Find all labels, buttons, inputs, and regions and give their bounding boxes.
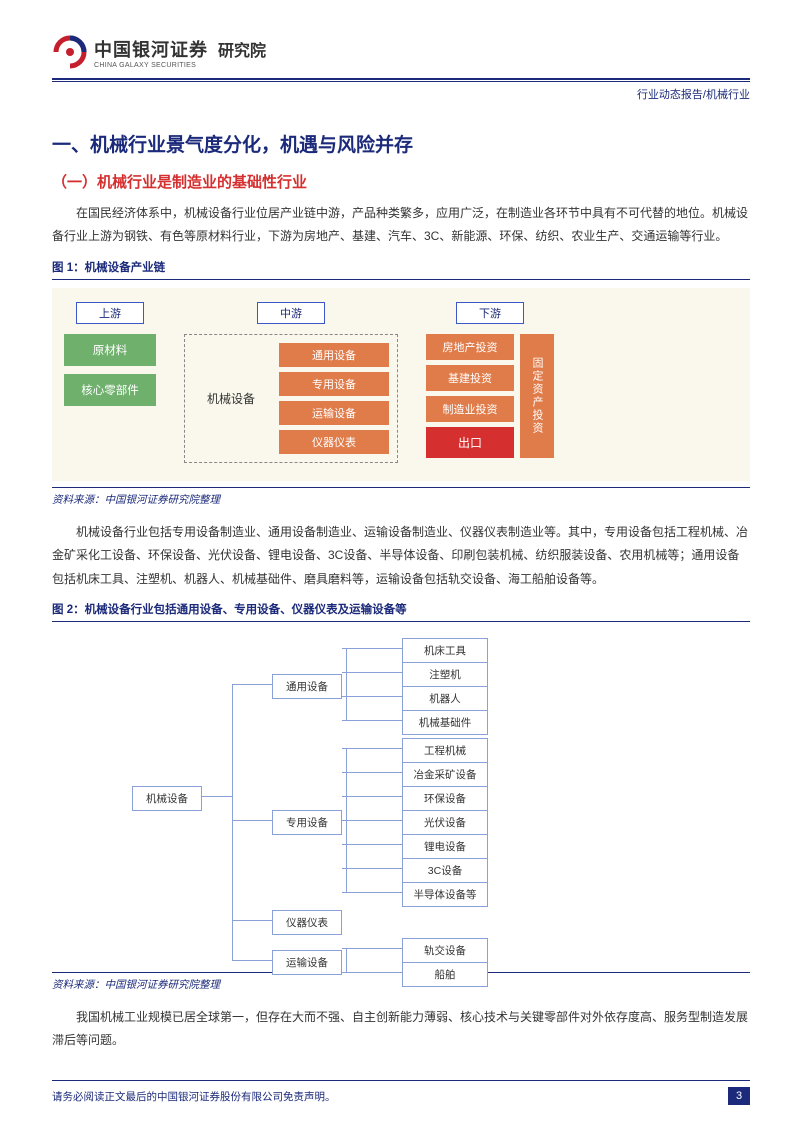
mid-item: 通用设备 — [279, 343, 389, 367]
logo-icon — [52, 34, 88, 70]
down-export: 出口 — [426, 427, 514, 458]
tree-line — [342, 648, 402, 649]
mid-label: 机械设备 — [193, 390, 269, 407]
tree-leaf: 机器人 — [402, 686, 488, 711]
figure-2-label: 图 2：机械设备行业包括通用设备、专用设备、仪器仪表及运输设备等 — [52, 601, 750, 622]
header-rule-thin — [52, 81, 750, 82]
tree-line — [342, 796, 402, 797]
footer-text: 请务必阅读正文最后的中国银河证券股份有限公司免责声明。 — [52, 1089, 336, 1104]
tree-line — [342, 892, 402, 893]
tree-leaf: 工程机械 — [402, 738, 488, 763]
tree-line — [342, 696, 402, 697]
heading-1: 一、机械行业景气度分化，机遇与风险并存 — [52, 130, 750, 157]
col-header-down: 下游 — [456, 302, 524, 324]
tree-line — [342, 948, 402, 949]
tree-branch: 仪器仪表 — [272, 910, 342, 935]
tree-branch: 专用设备 — [272, 810, 342, 835]
paragraph: 在国民经济体系中，机械设备行业位居产业链中游，产品种类繁多，应用广泛，在制造业各… — [52, 202, 750, 249]
down-item: 制造业投资 — [426, 396, 514, 422]
col-header-mid: 中游 — [257, 302, 325, 324]
tree-line — [342, 820, 402, 821]
tree-line — [232, 920, 272, 921]
tree-line — [346, 748, 347, 892]
figure-1: 上游 原材料 核心零部件 中游 机械设备 通用设备 专用设备 运输设备 仪器仪表… — [52, 288, 750, 481]
brand-cn: 中国银河证券 — [94, 36, 208, 62]
col-header-up: 上游 — [76, 302, 144, 324]
brand-en: CHINA GALAXY SECURITIES — [94, 62, 266, 69]
header: 中国银河证券 研究院 CHINA GALAXY SECURITIES — [52, 34, 750, 70]
footer: 请务必阅读正文最后的中国银河证券股份有限公司免责声明。 3 — [52, 1080, 750, 1105]
tree-leaf: 注塑机 — [402, 662, 488, 687]
tree-line — [342, 868, 402, 869]
tree-leaf: 机床工具 — [402, 638, 488, 663]
mid-item: 专用设备 — [279, 372, 389, 396]
tree-line — [342, 672, 402, 673]
tree-line — [346, 648, 347, 720]
tree-line — [342, 972, 402, 973]
tree-line — [232, 684, 272, 685]
tree-root: 机械设备 — [132, 786, 202, 811]
tree-leaf: 光伏设备 — [402, 810, 488, 835]
figure-2-source: 资料来源：中国银河证券研究院整理 — [52, 972, 750, 992]
tree-line — [342, 772, 402, 773]
breadcrumb: 行业动态报告/机械行业 — [52, 86, 750, 102]
heading-2: （一）机械行业是制造业的基础性行业 — [52, 171, 750, 192]
up-box: 核心零部件 — [64, 374, 156, 406]
down-item: 房地产投资 — [426, 334, 514, 360]
tree-branch: 运输设备 — [272, 950, 342, 975]
page-number: 3 — [728, 1087, 750, 1105]
tree-line — [232, 820, 272, 821]
tree-leaf: 半导体设备等 — [402, 882, 488, 907]
dept: 研究院 — [218, 37, 266, 61]
tree-leaf: 冶金采矿设备 — [402, 762, 488, 787]
tree-leaf: 3C设备 — [402, 858, 488, 883]
down-item: 基建投资 — [426, 365, 514, 391]
mid-item: 仪器仪表 — [279, 430, 389, 454]
figure-1-source: 资料来源：中国银河证券研究院整理 — [52, 487, 750, 507]
tree-leaf: 轨交设备 — [402, 938, 488, 963]
tree-line — [342, 748, 402, 749]
tree-branch: 通用设备 — [272, 674, 342, 699]
figure-2: 机械设备 机床工具注塑机机器人机械基础件 通用设备工程机械冶金采矿设备环保设备光伏设… — [52, 630, 750, 966]
tree-line — [342, 720, 402, 721]
figure-1-label: 图 1：机械设备产业链 — [52, 259, 750, 280]
mid-item: 运输设备 — [279, 401, 389, 425]
tree-line — [232, 684, 233, 960]
tree-line — [202, 796, 232, 797]
paragraph: 机械设备行业包括专用设备制造业、通用设备制造业、运输设备制造业、仪器仪表制造业等… — [52, 521, 750, 591]
up-box: 原材料 — [64, 334, 156, 366]
tree-leaf: 环保设备 — [402, 786, 488, 811]
mid-box: 机械设备 通用设备 专用设备 运输设备 仪器仪表 — [184, 334, 398, 463]
tree-line — [232, 960, 272, 961]
tree-leaf: 机械基础件 — [402, 710, 488, 735]
down-tall: 固定资产投资 — [520, 334, 554, 458]
tree-leaf: 船舶 — [402, 962, 488, 987]
paragraph: 我国机械工业规模已居全球第一，但存在大而不强、自主创新能力薄弱、核心技术与关键零… — [52, 1006, 750, 1053]
tree-line — [342, 844, 402, 845]
tree-line — [346, 948, 347, 972]
tree-leaf: 锂电设备 — [402, 834, 488, 859]
header-rule — [52, 78, 750, 80]
